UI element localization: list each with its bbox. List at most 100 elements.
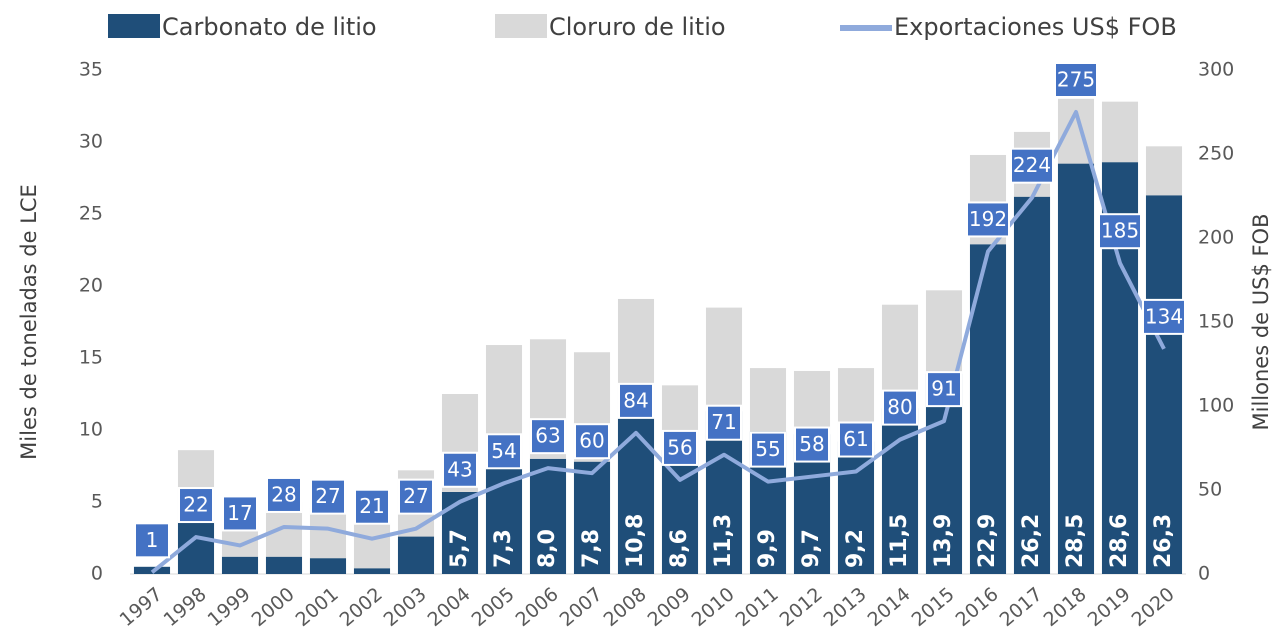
- data-label: 13,9: [931, 514, 956, 568]
- x-tick-label: 2015: [908, 583, 959, 631]
- data-label-box: [178, 487, 214, 524]
- y-tick-label: 30: [79, 131, 103, 153]
- y-tick-label: 0: [91, 563, 103, 585]
- data-label: 80: [887, 395, 912, 419]
- x-tick-label: 2014: [864, 583, 915, 631]
- x-tick-label: 2000: [248, 583, 299, 631]
- data-label: 134: [1145, 304, 1183, 328]
- data-label: 28,5: [1063, 514, 1088, 568]
- x-tick-label: 2009: [644, 583, 695, 631]
- y2-tick-label: 100: [1198, 395, 1234, 417]
- bar: [925, 373, 963, 574]
- data-label: 7,3: [491, 529, 516, 568]
- data-label-box: [486, 433, 522, 470]
- data-label-box: [750, 431, 786, 468]
- data-label: 224: [1013, 153, 1051, 177]
- bar: [265, 556, 303, 574]
- y2-tick-label: 50: [1198, 479, 1222, 501]
- data-label-box: [706, 404, 742, 441]
- x-tick-label: 2008: [600, 583, 651, 631]
- legend-label: Cloruro de litio: [549, 13, 726, 41]
- x-tick-label: 2010: [688, 583, 739, 631]
- bar: [353, 523, 391, 569]
- data-label: 1: [146, 528, 159, 552]
- data-label-box: [310, 478, 346, 515]
- bar: [749, 368, 787, 432]
- data-label: 9,7: [799, 529, 824, 568]
- y2-tick-label: 150: [1198, 311, 1234, 333]
- data-label-box: [1098, 213, 1142, 250]
- data-label: 58: [799, 432, 824, 456]
- data-label: 84: [623, 388, 648, 412]
- data-label: 43: [447, 457, 472, 481]
- bar: [925, 290, 963, 374]
- data-label: 28: [271, 482, 296, 506]
- data-label: 17: [227, 501, 252, 525]
- data-label-box: [1142, 298, 1186, 335]
- legend-label: Carbonato de litio: [162, 13, 377, 41]
- bar: [573, 461, 611, 574]
- x-tick-label: 2002: [336, 583, 387, 631]
- data-label: 22,9: [975, 514, 1000, 568]
- bar: [309, 558, 347, 574]
- data-label: 8,0: [535, 529, 560, 568]
- bar: [221, 556, 259, 574]
- data-label: 26,2: [1019, 514, 1044, 568]
- x-tick-label: 2018: [1040, 583, 1091, 631]
- data-label: 60: [579, 429, 604, 453]
- bar: [441, 491, 479, 574]
- data-label-box: [838, 421, 874, 458]
- x-tick-label: 2001: [292, 583, 343, 631]
- data-label: 185: [1101, 219, 1139, 243]
- x-tick-label: 2012: [776, 583, 827, 631]
- x-tick-label: 2006: [512, 583, 563, 631]
- bar: [705, 307, 743, 412]
- data-label-box: [926, 371, 962, 408]
- x-tick-label: 2007: [556, 583, 607, 631]
- data-label-box: [530, 418, 566, 455]
- bar: [397, 536, 435, 574]
- data-label-box: [574, 423, 610, 460]
- x-tick-label: 2005: [468, 583, 519, 631]
- x-tick-label: 2004: [424, 583, 475, 631]
- data-label: 8,6: [667, 529, 692, 568]
- y-tick-label: 35: [79, 59, 103, 81]
- data-label: 275: [1057, 68, 1095, 92]
- data-label-box: [398, 478, 434, 515]
- y-tick-label: 10: [79, 419, 103, 441]
- data-label-box: [1010, 147, 1054, 184]
- y2-tick-label: 250: [1198, 143, 1234, 165]
- x-tick-label: 2013: [820, 583, 871, 631]
- legend-swatch: [108, 14, 160, 38]
- data-label: 11,5: [887, 514, 912, 568]
- data-label-box: [222, 495, 258, 532]
- x-tick-label: 2019: [1084, 583, 1135, 631]
- bar: [529, 458, 567, 574]
- line: [150, 110, 1166, 574]
- data-label: 5,7: [447, 529, 472, 568]
- x-tick-label: 2016: [952, 583, 1003, 631]
- data-label: 22: [183, 493, 208, 517]
- data-label-box: [618, 382, 654, 419]
- data-label-box: [442, 451, 478, 488]
- y-tick-label: 5: [91, 491, 103, 513]
- y-tick-label: 15: [79, 347, 103, 369]
- data-label: 7,8: [579, 529, 604, 568]
- data-label: 26,3: [1151, 514, 1176, 568]
- data-label: 192: [969, 207, 1007, 231]
- data-label: 10,8: [623, 514, 648, 568]
- data-label: 56: [667, 435, 692, 459]
- x-tick-label: 2011: [732, 583, 783, 631]
- x-tick-label: 1997: [116, 583, 167, 631]
- data-label-box: [966, 201, 1010, 238]
- data-label-box: [1054, 62, 1098, 98]
- bar: [1057, 163, 1095, 574]
- data-label: 55: [755, 437, 780, 461]
- data-label: 11,3: [711, 514, 736, 568]
- data-label-box: [266, 476, 302, 513]
- data-label-box: [354, 488, 390, 525]
- y2-tick-label: 300: [1198, 59, 1234, 81]
- data-label-box: [134, 522, 170, 559]
- data-label: 27: [403, 484, 428, 508]
